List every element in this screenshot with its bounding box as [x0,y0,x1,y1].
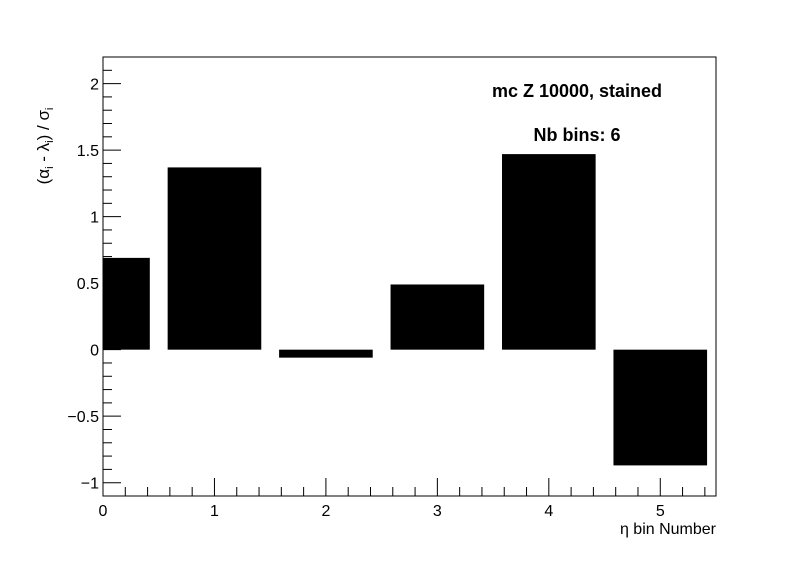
bar-0 [103,257,150,350]
bar-4 [502,154,596,350]
x-tick-label: 5 [656,503,665,520]
y-tick-label: 2 [90,77,99,94]
x-axis: 0 1 2 3 4 5 [99,478,706,520]
x-tick-label: 3 [433,503,442,520]
x-tick-label: 4 [544,503,553,520]
y-tick-label: 0 [90,343,99,360]
y-tick-label: 1 [90,210,99,227]
bar-3 [390,284,485,350]
y-tick-label: −1 [81,476,99,493]
x-axis-label: η bin Number [620,521,717,538]
x-tick-label: 2 [321,503,330,520]
bar-1 [167,167,262,350]
y-tick-label: 0.5 [77,276,99,293]
annotation-bins: Nb bins: 6 [533,125,620,145]
annotation-title: mc Z 10000, stained [492,81,662,101]
y-axis: −1 −0.5 0 0.5 1 1.5 2 [67,56,121,497]
bar-5 [613,349,708,466]
bars [103,154,708,466]
plot-frame [102,56,717,497]
y-tick-label: 1.5 [77,143,99,160]
y-axis-label: (αi - λi) / σi [34,108,56,185]
x-tick-label: 1 [210,503,219,520]
x-tick-label: 0 [99,503,108,520]
y-tick-label: −0.5 [67,409,99,426]
bar-2 [279,349,373,358]
